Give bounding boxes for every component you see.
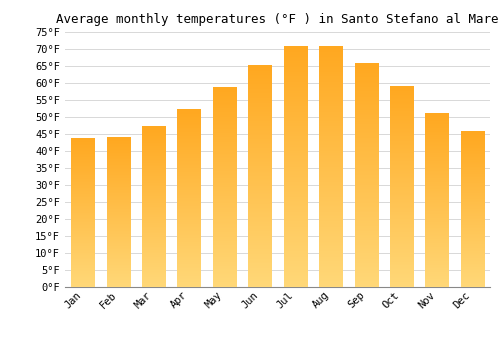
Title: Average monthly temperatures (°F ) in Santo Stefano al Mare: Average monthly temperatures (°F ) in Sa…	[56, 13, 499, 26]
